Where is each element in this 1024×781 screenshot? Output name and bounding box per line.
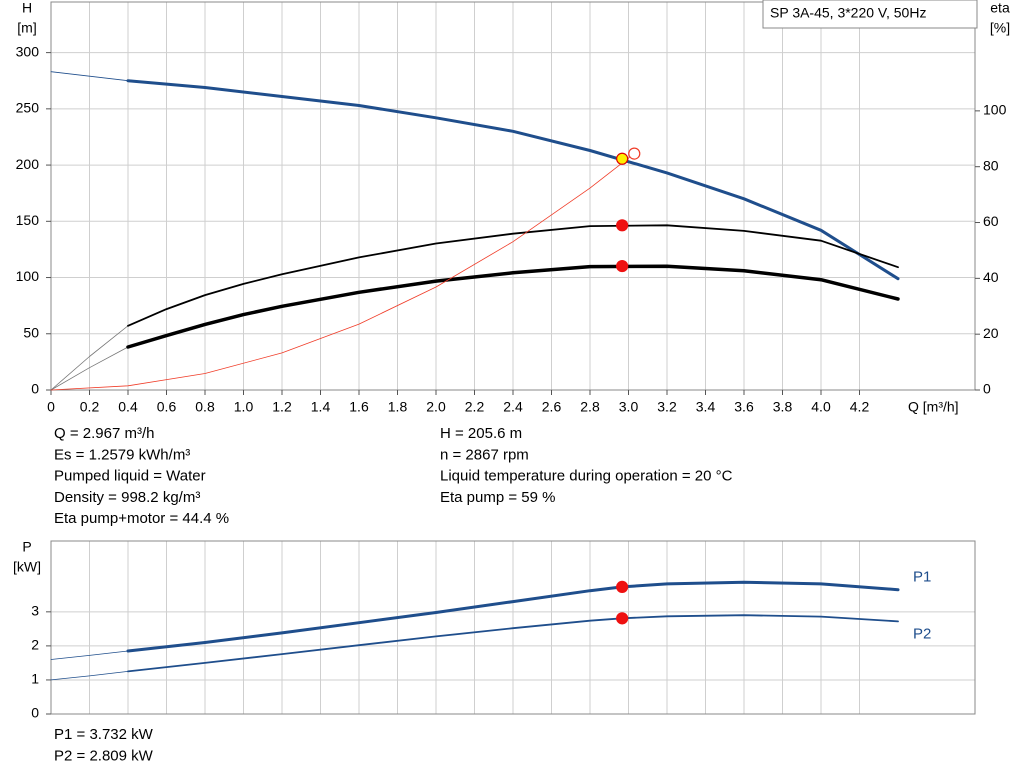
series-name: P2 <box>913 625 931 642</box>
y-tick-label: 2 <box>31 637 39 653</box>
x-tick-label: 0 <box>47 399 55 415</box>
chart-title: SP 3A-45, 3*220 V, 50Hz <box>770 5 926 21</box>
y2-axis-label: eta <box>990 0 1010 16</box>
x-tick-label: 2.4 <box>503 399 523 415</box>
info-line: Eta pump = 59 % <box>440 489 556 506</box>
x-tick-label: 1.6 <box>349 399 369 415</box>
y-axis-unit: [m] <box>17 20 36 36</box>
y-axis-label: P <box>22 539 31 555</box>
x-axis-label: Q [m³/h] <box>908 399 959 415</box>
x-tick-label: 0.2 <box>80 399 100 415</box>
x-tick-label: 3.8 <box>773 399 793 415</box>
duty-point <box>616 259 629 273</box>
x-tick-label: 3.0 <box>619 399 639 415</box>
curve <box>126 79 900 281</box>
y-tick-label: 250 <box>16 100 40 116</box>
y-axis-label: H <box>22 0 32 16</box>
curve <box>126 580 900 653</box>
curve <box>50 71 129 82</box>
plot-frame <box>50 540 976 715</box>
curve <box>50 325 129 391</box>
y2-tick-label: 100 <box>983 102 1007 118</box>
x-tick-label: 3.2 <box>657 399 677 415</box>
y-tick-label: 150 <box>16 212 40 228</box>
curve <box>127 614 899 673</box>
curve <box>50 650 129 660</box>
info-line: Liquid temperature during operation = 20… <box>440 468 733 485</box>
x-tick-label: 3.4 <box>696 399 716 415</box>
curve <box>127 224 899 327</box>
info-line: Es = 1.2579 kWh/m³ <box>54 446 190 463</box>
x-tick-label: 2.8 <box>580 399 600 415</box>
x-tick-label: 0.4 <box>118 399 138 415</box>
y2-tick-label: 20 <box>983 325 999 341</box>
duty-point <box>628 147 641 160</box>
x-tick-label: 3.6 <box>734 399 754 415</box>
y-tick-label: 100 <box>16 268 40 284</box>
duty-point <box>616 152 629 165</box>
title-box <box>762 0 978 29</box>
y-tick-label: 0 <box>31 381 39 397</box>
info-line: H = 205.6 m <box>440 425 522 442</box>
info-line: Pumped liquid = Water <box>54 468 206 485</box>
y2-tick-label: 0 <box>983 381 991 397</box>
info-line: Q = 2.967 m³/h <box>54 425 154 442</box>
y-tick-label: 0 <box>31 705 39 721</box>
y2-tick-label: 60 <box>983 213 999 229</box>
y2-tick-label: 40 <box>983 269 999 285</box>
x-tick-label: 4.0 <box>811 399 831 415</box>
y2-tick-label: 80 <box>983 157 999 173</box>
x-tick-label: 2.0 <box>426 399 446 415</box>
x-tick-label: 1.8 <box>388 399 408 415</box>
curve <box>50 671 129 681</box>
info-line: Density = 998.2 kg/m³ <box>54 489 200 506</box>
y-tick-label: 50 <box>23 324 39 340</box>
y2-axis-unit: [%] <box>990 20 1010 36</box>
x-tick-label: 4.2 <box>850 399 870 415</box>
duty-point <box>616 580 629 594</box>
x-tick-label: 2.6 <box>542 399 562 415</box>
x-tick-label: 0.6 <box>157 399 177 415</box>
info-line: Eta pump+motor = 44.4 % <box>54 510 229 527</box>
series-name: P1 <box>913 569 931 586</box>
info-line: P1 = 3.732 kW <box>54 726 154 743</box>
y-tick-label: 1 <box>31 671 39 687</box>
x-tick-label: 1.2 <box>272 399 292 415</box>
y-axis-unit: [kW] <box>13 559 41 575</box>
duty-point <box>616 219 629 232</box>
info-line: P2 = 2.809 kW <box>54 747 154 764</box>
x-tick-label: 0.8 <box>195 399 215 415</box>
x-tick-label: 1.4 <box>311 399 331 415</box>
y-tick-label: 300 <box>16 43 40 59</box>
curve <box>50 153 635 391</box>
curve <box>126 264 900 349</box>
y-tick-label: 3 <box>31 603 39 619</box>
curve <box>50 346 129 391</box>
duty-point <box>616 612 629 625</box>
info-line: n = 2867 rpm <box>440 446 529 463</box>
y-tick-label: 200 <box>16 156 40 172</box>
x-tick-label: 1.0 <box>234 399 254 415</box>
x-tick-label: 2.2 <box>465 399 485 415</box>
